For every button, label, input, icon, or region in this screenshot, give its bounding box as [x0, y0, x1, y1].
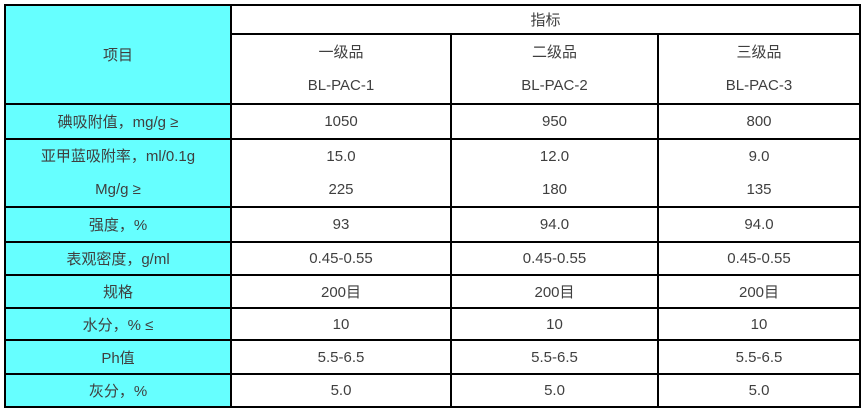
value: 5.5-6.5 [531, 348, 578, 366]
value: 5.5-6.5 [317, 348, 365, 366]
row-label-cell: 碘吸附值，mg/g ≥ [4, 103, 232, 140]
value: 10 [546, 315, 563, 333]
row-label: Ph值 [101, 349, 135, 367]
value-cell: 12.0 180 [450, 138, 659, 208]
value: 5.0 [748, 382, 770, 399]
value-cell: 800 [657, 103, 861, 140]
value: 0.45-0.55 [309, 250, 373, 267]
index-header-label: 指标 [530, 12, 561, 29]
row-label: 表观密度，g/ml [66, 251, 170, 268]
value-cell: 5.5-6.5 [450, 339, 659, 375]
table-row-density: 表观密度，g/ml 0.45-0.55 0.45-0.55 0.45-0.55 [4, 241, 861, 276]
table-row-strength: 强度，% 93 94.0 94.0 [4, 206, 861, 243]
row-label-line2: Mg/g ≥ [95, 181, 141, 198]
value-cell: 0.45-0.55 [230, 241, 452, 276]
value: 0.45-0.55 [727, 250, 791, 267]
row-label: 碘吸附值，mg/g ≥ [57, 114, 179, 131]
table-row-methylene-blue: 亚甲蓝吸附率，ml/0.1g Mg/g ≥ 15.0 225 12.0 180 … [4, 138, 861, 208]
table-row-ash: 灰分，% 5.0 5.0 5.0 [4, 373, 861, 408]
table-row-iodine: 碘吸附值，mg/g ≥ 1050 950 800 [4, 103, 861, 140]
value-cell: 950 [450, 103, 659, 140]
model-1-label: BL-PAC-1 [307, 77, 375, 94]
row-label: 灰分，% [88, 383, 148, 400]
value: 94.0 [744, 216, 774, 233]
row-label-cell: Ph值 [4, 339, 232, 375]
grade-2-cell: 二级品 BL-PAC-2 [450, 33, 659, 105]
value-line1: 15.0 [326, 148, 356, 165]
row-label-cell: 水分，% ≤ [4, 307, 232, 341]
row-label-cell: 灰分，% [4, 373, 232, 408]
value-cell: 10 [450, 307, 659, 341]
value-cell: 5.5-6.5 [657, 339, 861, 375]
grade-3-cell: 三级品 BL-PAC-3 [657, 33, 861, 105]
index-header-cell: 指标 [230, 4, 861, 35]
model-2-label: BL-PAC-2 [521, 77, 588, 94]
grade-1-label: 一级品 [318, 44, 364, 61]
value: 5.0 [330, 382, 352, 399]
value-cell: 94.0 [450, 206, 659, 243]
spec-table: 项目 指标 一级品 BL-PAC-1 二级品 BL-PAC-2 三级品 BL-P… [4, 4, 861, 408]
table-row-spec: 规格 200目 200目 200目 [4, 274, 861, 309]
row-label: 强度，% [88, 217, 148, 234]
value-line1: 9.0 [748, 148, 770, 165]
row-label-cell: 亚甲蓝吸附率，ml/0.1g Mg/g ≥ [4, 138, 232, 208]
value-cell: 1050 [230, 103, 452, 140]
header-row-2: 一级品 BL-PAC-1 二级品 BL-PAC-2 三级品 BL-PAC-3 [5, 33, 861, 105]
value: 0.45-0.55 [522, 250, 587, 267]
value: 93 [332, 216, 350, 233]
value-cell: 5.0 [450, 373, 659, 408]
value-cell: 200目 [657, 274, 861, 309]
value: 1050 [324, 113, 358, 130]
value: 200目 [738, 284, 780, 301]
row-label-cell: 规格 [4, 274, 232, 309]
value-cell: 15.0 225 [230, 138, 452, 208]
row-label-cell: 强度，% [4, 206, 232, 243]
value-cell: 9.0 135 [657, 138, 861, 208]
value: 800 [746, 113, 772, 130]
row-label-line1: 亚甲蓝吸附率，ml/0.1g [40, 148, 196, 165]
value: 94.0 [539, 216, 570, 233]
header-row-1: 项目 指标 [4, 4, 861, 105]
value: 10 [332, 315, 350, 333]
value-cell: 0.45-0.55 [657, 241, 861, 276]
value: 10 [750, 315, 768, 333]
value: 5.0 [544, 382, 565, 399]
value: 200目 [534, 284, 575, 301]
value: 950 [541, 113, 568, 130]
value: 5.5-6.5 [735, 348, 783, 366]
value-line2: 180 [541, 181, 568, 198]
value-line1: 12.0 [539, 148, 570, 165]
value-line2: 225 [328, 181, 354, 198]
value-cell: 5.5-6.5 [230, 339, 452, 375]
value-cell: 10 [657, 307, 861, 341]
value-cell: 5.0 [230, 373, 452, 408]
value-cell: 0.45-0.55 [450, 241, 659, 276]
grade-3-label: 三级品 [736, 44, 782, 61]
row-label: 水分，% ≤ [82, 316, 154, 334]
value-cell: 93 [230, 206, 452, 243]
value-line2: 135 [746, 181, 772, 198]
row-label: 规格 [102, 284, 133, 301]
value-cell: 5.0 [657, 373, 861, 408]
value-cell: 200目 [450, 274, 659, 309]
value-cell: 200目 [230, 274, 452, 309]
model-3-label: BL-PAC-3 [725, 77, 793, 94]
item-header-cell: 项目 [4, 4, 232, 105]
grade-1-cell: 一级品 BL-PAC-1 [230, 33, 452, 105]
table-row-ph: Ph值 5.5-6.5 5.5-6.5 5.5-6.5 [4, 339, 861, 375]
grade-2-label: 二级品 [531, 44, 577, 61]
row-label-cell: 表观密度，g/ml [4, 241, 232, 276]
table-row-moisture: 水分，% ≤ 10 10 10 [4, 307, 861, 341]
value: 200目 [320, 284, 362, 301]
value-cell: 10 [230, 307, 452, 341]
value-cell: 94.0 [657, 206, 861, 243]
item-header-label: 项目 [102, 47, 133, 64]
